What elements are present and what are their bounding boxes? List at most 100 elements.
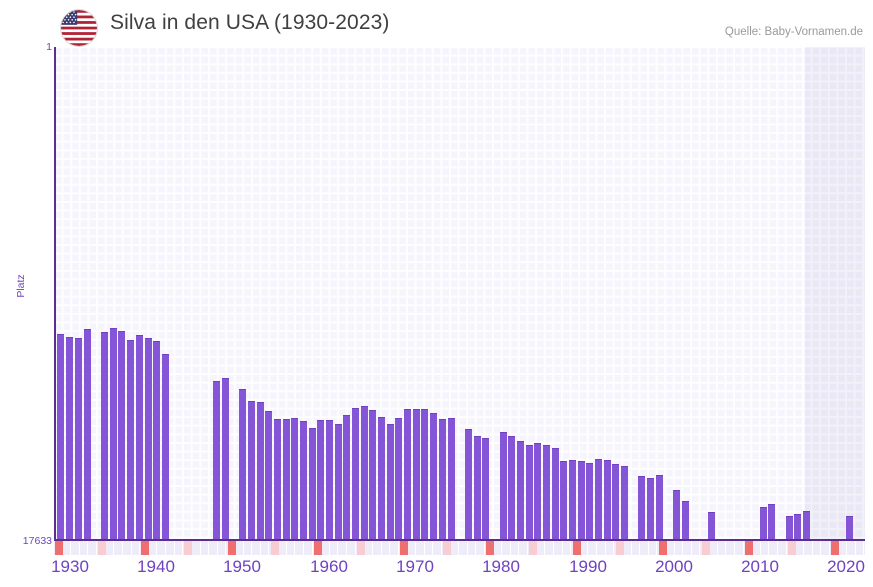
x-tick-cell bbox=[235, 541, 244, 555]
bar[interactable] bbox=[361, 406, 368, 540]
bar[interactable] bbox=[439, 419, 446, 540]
bar[interactable] bbox=[586, 463, 593, 540]
bar[interactable] bbox=[66, 337, 73, 540]
bar[interactable] bbox=[84, 329, 91, 540]
bar[interactable] bbox=[448, 418, 455, 540]
bar[interactable] bbox=[638, 476, 645, 540]
x-tick-cell bbox=[856, 541, 865, 555]
bar[interactable] bbox=[421, 409, 428, 540]
x-tick-cell bbox=[494, 541, 503, 555]
x-tick-mark bbox=[573, 541, 581, 555]
bar[interactable] bbox=[335, 424, 342, 540]
bar[interactable] bbox=[369, 410, 376, 540]
x-tick-cell bbox=[709, 541, 718, 555]
bar[interactable] bbox=[118, 331, 125, 540]
bar[interactable] bbox=[300, 421, 307, 540]
bar[interactable] bbox=[57, 334, 64, 540]
x-tick-cell bbox=[373, 541, 382, 555]
bar[interactable] bbox=[413, 409, 420, 540]
bar[interactable] bbox=[517, 441, 524, 540]
bar[interactable] bbox=[768, 504, 775, 540]
bar[interactable] bbox=[162, 354, 169, 540]
bar[interactable] bbox=[578, 461, 585, 540]
x-tick-cell bbox=[425, 541, 434, 555]
x-tick-mark bbox=[184, 541, 192, 555]
bar[interactable] bbox=[526, 445, 533, 540]
x-tick-mark bbox=[529, 541, 537, 555]
bar[interactable] bbox=[803, 511, 810, 540]
x-tick-mark bbox=[400, 541, 408, 555]
bar[interactable] bbox=[404, 409, 411, 540]
x-tick-cell bbox=[201, 541, 210, 555]
bar[interactable] bbox=[430, 413, 437, 540]
x-tick-cell bbox=[287, 541, 296, 555]
x-tick-cell bbox=[209, 541, 218, 555]
bar[interactable] bbox=[213, 381, 220, 540]
x-tick-cell bbox=[692, 541, 701, 555]
source-attribution: Quelle: Baby-Vornamen.de bbox=[724, 26, 863, 38]
bar[interactable] bbox=[500, 432, 507, 540]
x-tick-cell bbox=[149, 541, 158, 555]
bar[interactable] bbox=[682, 501, 689, 540]
x-tick-cell bbox=[476, 541, 485, 555]
x-tick-cell bbox=[649, 541, 658, 555]
bar[interactable] bbox=[257, 402, 264, 540]
bar[interactable] bbox=[239, 389, 246, 540]
plot-area bbox=[54, 47, 865, 540]
bar[interactable] bbox=[595, 459, 602, 540]
bar[interactable] bbox=[265, 411, 272, 540]
bar[interactable] bbox=[621, 466, 628, 540]
x-axis-label: 1980 bbox=[482, 557, 520, 576]
x-tick-mark bbox=[357, 541, 365, 555]
bar[interactable] bbox=[604, 460, 611, 540]
x-tick-cell bbox=[433, 541, 442, 555]
x-tick-cell bbox=[123, 541, 132, 555]
bar[interactable] bbox=[786, 516, 793, 540]
bar[interactable] bbox=[326, 420, 333, 540]
x-tick-cell bbox=[563, 541, 572, 555]
bar[interactable] bbox=[352, 408, 359, 540]
bar[interactable] bbox=[153, 341, 160, 540]
bar[interactable] bbox=[474, 436, 481, 540]
bar[interactable] bbox=[846, 516, 853, 540]
bar[interactable] bbox=[136, 335, 143, 540]
bar[interactable] bbox=[534, 443, 541, 540]
bar[interactable] bbox=[560, 461, 567, 540]
bar[interactable] bbox=[127, 340, 134, 540]
bar[interactable] bbox=[378, 417, 385, 540]
x-tick-cell bbox=[864, 541, 865, 555]
bar[interactable] bbox=[317, 420, 324, 540]
bar[interactable] bbox=[543, 445, 550, 540]
bar[interactable] bbox=[343, 415, 350, 540]
bar[interactable] bbox=[465, 429, 472, 540]
x-tick-cell bbox=[752, 541, 761, 555]
bar[interactable] bbox=[656, 475, 663, 540]
x-tick-cell bbox=[321, 541, 330, 555]
bar[interactable] bbox=[508, 436, 515, 540]
bar[interactable] bbox=[612, 464, 619, 540]
bar[interactable] bbox=[75, 338, 82, 540]
x-tick-cell bbox=[416, 541, 425, 555]
bar[interactable] bbox=[274, 419, 281, 540]
bar[interactable] bbox=[222, 378, 229, 540]
bar[interactable] bbox=[569, 460, 576, 540]
x-tick-cell bbox=[632, 541, 641, 555]
bar[interactable] bbox=[291, 418, 298, 540]
bar[interactable] bbox=[708, 512, 715, 540]
us-flag-icon bbox=[60, 9, 98, 47]
bar[interactable] bbox=[145, 338, 152, 540]
bar[interactable] bbox=[482, 438, 489, 540]
bar[interactable] bbox=[387, 424, 394, 540]
bar[interactable] bbox=[673, 490, 680, 540]
bar[interactable] bbox=[794, 514, 801, 540]
bar[interactable] bbox=[101, 332, 108, 540]
bar[interactable] bbox=[647, 478, 654, 540]
x-tick-mark bbox=[141, 541, 149, 555]
bar[interactable] bbox=[283, 419, 290, 540]
bar[interactable] bbox=[110, 328, 117, 540]
bar[interactable] bbox=[760, 507, 767, 540]
bar[interactable] bbox=[395, 418, 402, 540]
bar[interactable] bbox=[309, 428, 316, 540]
bar[interactable] bbox=[248, 401, 255, 540]
bar[interactable] bbox=[552, 448, 559, 540]
